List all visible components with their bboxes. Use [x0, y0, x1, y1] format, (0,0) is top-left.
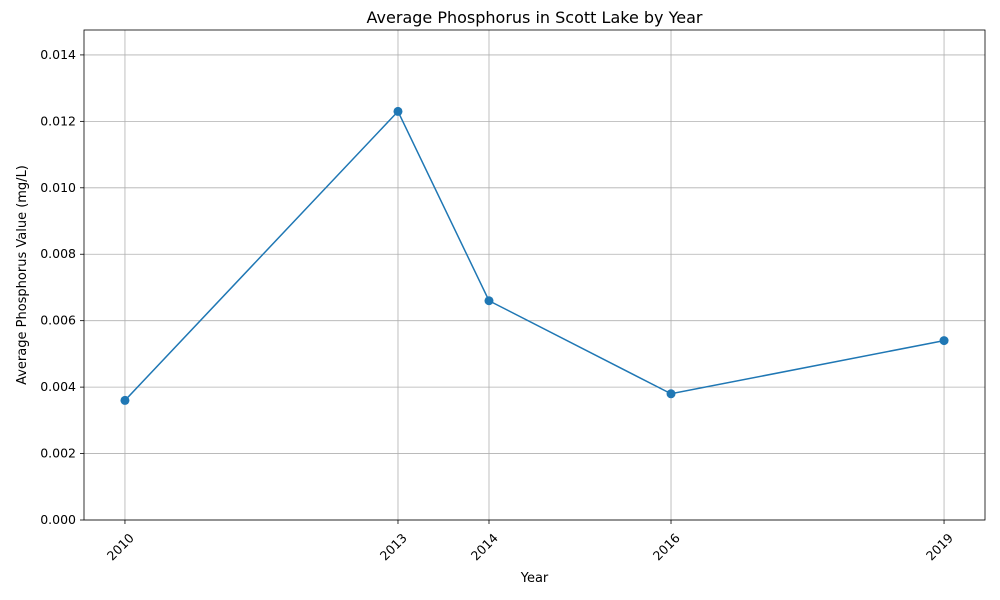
x-tick-label: 2019: [923, 530, 956, 563]
x-tick-label: 2013: [377, 530, 410, 563]
series-line: [124, 110, 945, 401]
y-tick-label: 0.008: [40, 246, 76, 261]
y-axis-label: Average Phosphorus Value (mg/L): [15, 165, 30, 385]
data-point: [484, 296, 494, 306]
y-tick-label: 0.000: [40, 512, 76, 527]
y-tick-label: 0.010: [40, 180, 76, 195]
x-tick-label: 2010: [104, 530, 137, 563]
data-point: [666, 389, 676, 399]
plot-frame: [83, 29, 986, 521]
data-point: [393, 106, 403, 116]
y-tick-label: 0.012: [40, 113, 76, 128]
y-tick-label: 0.014: [40, 47, 76, 62]
data-point: [120, 395, 130, 405]
chart-title: Average Phosphorus in Scott Lake by Year: [367, 8, 703, 27]
series-layer: [120, 106, 949, 405]
y-tick-label: 0.002: [40, 446, 76, 461]
x-axis-label: Year: [520, 571, 549, 586]
y-tick-label: 0.004: [40, 379, 76, 394]
x-tick-label: 2016: [650, 530, 683, 563]
x-tick-label: 2014: [468, 530, 501, 563]
data-point: [939, 336, 949, 346]
y-tick-label: 0.006: [40, 313, 76, 328]
grid-layer: [84, 30, 985, 521]
